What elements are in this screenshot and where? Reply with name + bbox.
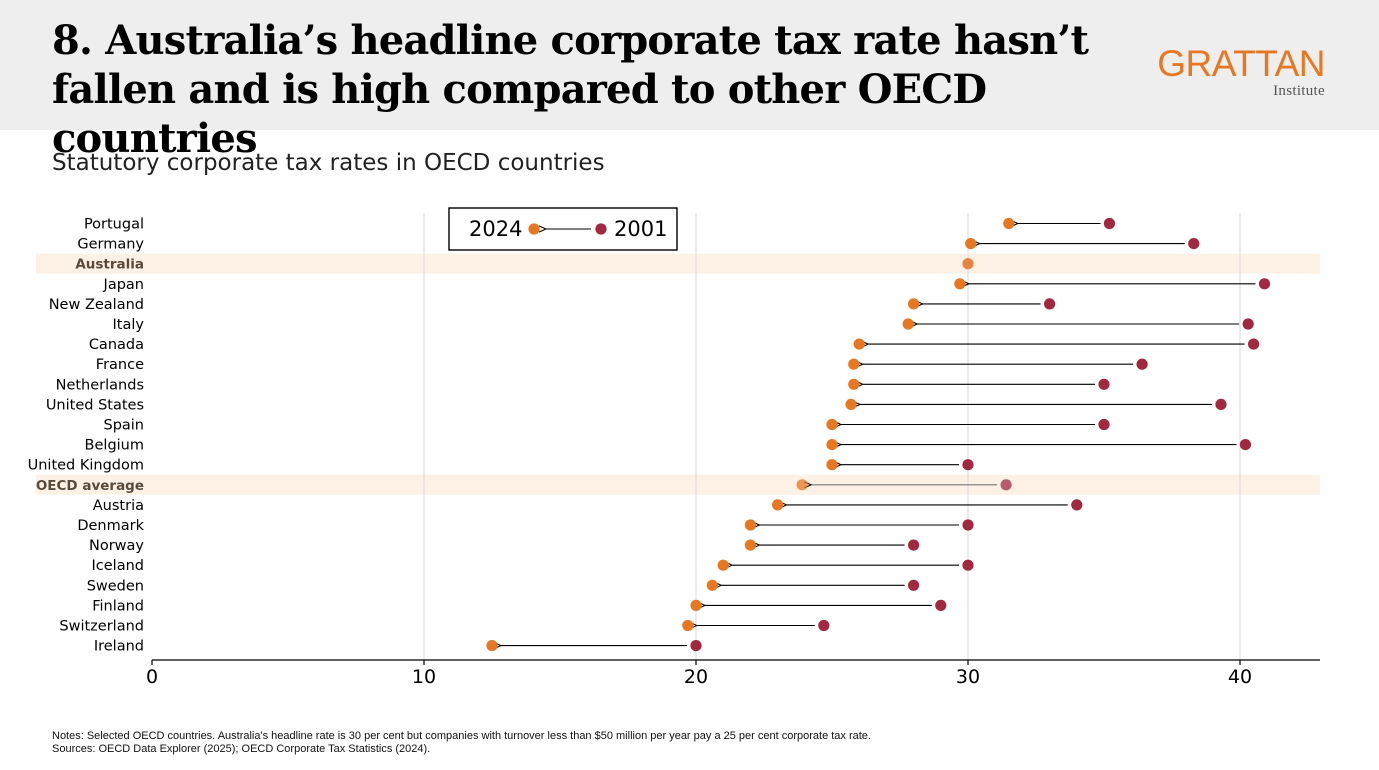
legend-label-2001: 2001 (614, 217, 667, 241)
dot-2001 (690, 640, 702, 652)
legend-dot-2001 (595, 223, 607, 235)
dot-2024 (682, 619, 694, 632)
x-tick-label: 0 (146, 666, 158, 688)
dot-2024 (965, 238, 977, 250)
header-banner: 8. Australia’s headline corporate tax ra… (0, 0, 1379, 162)
dot-2001 (1071, 499, 1083, 511)
x-tick-label: 20 (684, 666, 708, 688)
dot-2001 (962, 519, 974, 531)
category-label: Switzerland (59, 619, 144, 635)
dot-2024 (744, 519, 757, 531)
dot-2001 (818, 619, 830, 632)
category-label: Ireland (94, 639, 144, 655)
dot-2024 (744, 539, 757, 551)
sources-line: Sources: OECD Data Explorer (2025); OECD… (52, 743, 431, 755)
legend-label-2024: 2024 (469, 217, 522, 241)
dot-2001 (1000, 479, 1012, 491)
dot-2001 (1044, 298, 1056, 310)
title-line-1: 8. Australia’s headline corporate tax ra… (52, 17, 1089, 64)
category-label: Denmark (77, 518, 144, 534)
highlight-band (36, 253, 1320, 274)
dot-2001 (1103, 217, 1116, 230)
dot-2024 (848, 378, 860, 390)
chart-notes: Notes: Selected OECD countries. Australi… (52, 730, 871, 756)
dot-2001 (1098, 418, 1110, 431)
dot-2024 (690, 599, 702, 611)
category-label: United Kingdom (28, 458, 144, 474)
legend-box (448, 207, 678, 251)
category-label: Australia (75, 257, 144, 273)
dot-2001 (908, 579, 920, 591)
notes-line: Notes: Selected OECD countries. Australi… (52, 730, 871, 742)
dot-2001 (1258, 278, 1271, 290)
dot-2024 (848, 358, 860, 370)
dot-2024 (826, 418, 838, 431)
grattan-logo: GRATTAN Institute (1157, 43, 1325, 99)
dot-2024 (826, 439, 838, 451)
category-label: Norway (89, 538, 144, 554)
dot-2024 (486, 640, 498, 652)
category-label: Italy (113, 317, 145, 333)
legend-dot-2024 (528, 223, 540, 235)
dot-2024 (845, 398, 857, 410)
category-label: OECD average (36, 478, 144, 494)
category-label: Iceland (92, 558, 144, 574)
dot-2024 (853, 338, 865, 350)
logo-subtext: Institute (1273, 83, 1325, 99)
dot-2001 (908, 539, 920, 551)
dot-2001 (1136, 358, 1148, 370)
category-label: United States (46, 397, 144, 413)
category-label: Canada (89, 337, 144, 353)
category-label: Sweden (87, 578, 144, 594)
dot-2001 (1098, 378, 1110, 390)
dot-2001 (1239, 439, 1252, 451)
dot-2024 (908, 298, 920, 310)
dot-2024 (796, 479, 808, 491)
category-label: Japan (103, 277, 144, 293)
dot-2024 (1003, 217, 1015, 230)
category-label: Finland (92, 598, 144, 614)
category-label: France (96, 357, 144, 373)
page-title: 8. Australia’s headline corporate tax ra… (52, 16, 1152, 163)
dot-2001 (962, 559, 974, 571)
title-line-2: fallen and is high compared to other OEC… (52, 66, 987, 162)
dot-2024 (772, 499, 784, 511)
dot-2001 (1242, 318, 1254, 330)
category-label: Austria (93, 498, 144, 514)
dot-2001 (1188, 238, 1200, 250)
highlight-band (36, 474, 1320, 495)
dot-2024 (962, 258, 974, 270)
category-label: Netherlands (56, 377, 144, 393)
category-label: Portugal (84, 217, 144, 233)
dot-2024 (954, 278, 966, 290)
category-label: New Zealand (49, 297, 144, 313)
category-label: Spain (103, 418, 144, 434)
dot-2001 (1215, 398, 1227, 410)
dot-2024 (717, 559, 729, 571)
x-tick-label: 30 (956, 666, 980, 688)
logo-wordmark: GRATTAN (1157, 43, 1325, 84)
x-tick-label: 10 (412, 666, 436, 688)
dot-2001 (1248, 338, 1260, 350)
category-label: Belgium (85, 438, 144, 454)
x-tick-label: 40 (1228, 666, 1252, 688)
chart-subtitle: Statutory corporate tax rates in OECD co… (52, 150, 605, 176)
dot-2024 (902, 318, 914, 330)
category-label: Germany (77, 237, 144, 253)
dumbbell-chart: 0 10 20 30 40 Portugal Germany Australia Japan Ne… (28, 207, 1320, 688)
dot-2024 (826, 459, 838, 471)
dot-2001 (935, 599, 947, 611)
dot-2001 (962, 459, 974, 471)
dot-2024 (706, 579, 718, 591)
